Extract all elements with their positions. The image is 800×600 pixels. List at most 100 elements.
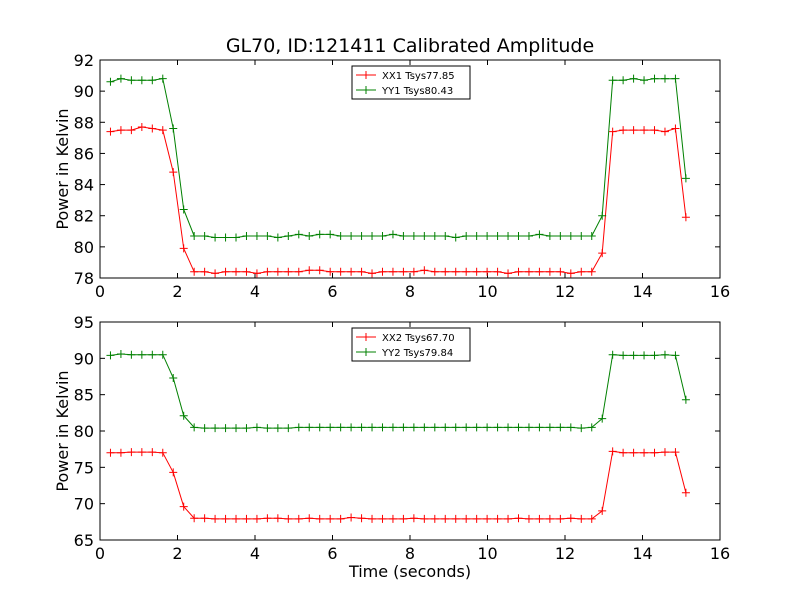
panel1-y-tick-label: 78 bbox=[74, 269, 94, 288]
panel2-series-2-point bbox=[472, 423, 481, 432]
panel1-y-tick-label: 84 bbox=[74, 176, 94, 195]
panel2-series-1-point bbox=[660, 448, 669, 457]
panel1-series-2-point bbox=[535, 230, 544, 239]
panel1-series-1-point bbox=[336, 267, 345, 276]
panel1-series-1-point bbox=[409, 267, 418, 276]
panel1-legend-box bbox=[351, 65, 471, 100]
panel2-series-2-point bbox=[357, 423, 366, 432]
panel2-series-1-point bbox=[294, 514, 303, 523]
panel1-series-1-point bbox=[169, 168, 178, 177]
panel2-series-1-point bbox=[556, 514, 565, 523]
panel1-series-2-point bbox=[148, 76, 157, 85]
panel1-series-2-point bbox=[137, 76, 146, 85]
panel1-series-2-point bbox=[671, 74, 680, 83]
panel1-series-2-point bbox=[629, 74, 638, 83]
panel2-series-1-point bbox=[158, 448, 167, 457]
panel1-x-tick-label: 10 bbox=[477, 282, 497, 301]
panel2-series-1-point bbox=[326, 514, 335, 523]
panel1-series-1-point bbox=[472, 267, 481, 276]
panel2-series-2-point bbox=[566, 423, 575, 432]
panel2-y-tick-label: 85 bbox=[74, 386, 94, 405]
panel1-series-2-point bbox=[169, 124, 178, 133]
panel1-series-1-point bbox=[650, 126, 659, 135]
panel1-x-tick-label: 14 bbox=[632, 282, 652, 301]
panel2-series-1-point bbox=[211, 514, 220, 523]
panel1-series-1-point bbox=[608, 127, 617, 136]
panel2-series-1-point bbox=[347, 513, 356, 522]
panel1-series-2-point bbox=[221, 233, 230, 242]
panel2-series-1-point bbox=[577, 514, 586, 523]
panel1-series-2-point bbox=[545, 231, 554, 240]
panel1-series-2-point bbox=[483, 231, 492, 240]
panel1-series-1-point bbox=[378, 267, 387, 276]
panel2-series-2-point bbox=[221, 424, 230, 433]
panel1-series-2-point bbox=[451, 233, 460, 242]
panel1-series-2-point bbox=[242, 231, 251, 240]
panel2-series-2-point bbox=[608, 350, 617, 359]
panel1-series-2-point bbox=[462, 231, 471, 240]
panel2-series-1-point bbox=[242, 514, 251, 523]
panel1-series-2-point bbox=[650, 74, 659, 83]
panel2-series-2-point bbox=[378, 423, 387, 432]
panel1-series-1-point bbox=[671, 124, 680, 133]
panel1-series-1-point bbox=[629, 126, 638, 135]
panel1-series-2-point bbox=[252, 231, 261, 240]
panel2-series-2-point bbox=[504, 423, 513, 432]
panel2-series-1-point bbox=[535, 514, 544, 523]
panel2-x-tick-label: 12 bbox=[555, 544, 575, 563]
panel2-x-tick-label: 6 bbox=[327, 544, 337, 563]
panel1-series-2-point bbox=[608, 76, 617, 85]
panel2-series-1-point bbox=[200, 514, 209, 523]
panel2-legend-box bbox=[351, 327, 471, 362]
panel2-legend-marker-2 bbox=[362, 348, 370, 356]
panel2-series-1-point bbox=[137, 448, 146, 457]
panel2-series-1-point bbox=[273, 514, 282, 523]
panel1-series-2-point bbox=[294, 230, 303, 239]
panel1-series-2-point bbox=[388, 230, 397, 239]
panel2-series-1-point bbox=[378, 514, 387, 523]
panel1-series-2-point bbox=[566, 231, 575, 240]
panel1-x-tick-label: 6 bbox=[327, 282, 337, 301]
panel2-series-1-point bbox=[650, 448, 659, 457]
panel2-series-2-point bbox=[211, 424, 220, 433]
panel1-series-1-point bbox=[556, 267, 565, 276]
panel2-series-1-point bbox=[472, 514, 481, 523]
panel1-x-tick-label: 0 bbox=[95, 282, 105, 301]
panel2-series-2-point bbox=[200, 424, 209, 433]
panel1-series-1-point bbox=[190, 267, 199, 276]
panel1-series-1-point bbox=[263, 267, 272, 276]
top-panel: 0 2 4 6 8 10 12 14 16 78 80 82 84 86 88 90 92 Power in Ke… bbox=[53, 51, 730, 301]
panel1-series-2-point bbox=[409, 231, 418, 240]
panel1-x-tick-label: 12 bbox=[555, 282, 575, 301]
panel1-x-tick-label: 8 bbox=[405, 282, 415, 301]
panel1-y-tick-label: 88 bbox=[74, 113, 94, 132]
panel1-series-1-point bbox=[462, 267, 471, 276]
panel2-series-2-point bbox=[577, 424, 586, 433]
panel1-series-1-point bbox=[294, 267, 303, 276]
panel1-series-1-point bbox=[660, 127, 669, 136]
chart-title: GL70, ID:121411 Calibrated Amplitude bbox=[226, 35, 594, 57]
panel2-series-1-point bbox=[336, 514, 345, 523]
panel2-x-tick-label: 14 bbox=[632, 544, 652, 563]
panel2-y-tick-label: 70 bbox=[74, 495, 94, 514]
panel1-series-1-point bbox=[284, 267, 293, 276]
panel2-series-2-point bbox=[420, 423, 429, 432]
panel2-series-2-point bbox=[441, 423, 450, 432]
panel2-series-2-point bbox=[336, 423, 345, 432]
panel1-series-2-point bbox=[504, 231, 513, 240]
panel1-series-2-point bbox=[556, 231, 565, 240]
panel2-series-2-point bbox=[326, 423, 335, 432]
panel1-series-1-point bbox=[587, 267, 596, 276]
panel2-series-2-point bbox=[315, 423, 324, 432]
panel1-y-tick-label: 92 bbox=[74, 51, 94, 70]
panel2-series-2-point bbox=[619, 351, 628, 360]
panel1-series-2-point bbox=[106, 77, 115, 86]
panel1-series-2-point bbox=[441, 231, 450, 240]
panel2-series-1-point bbox=[127, 448, 136, 457]
panel2-series-2-point bbox=[556, 423, 565, 432]
panel2-legend-marker-1 bbox=[362, 333, 370, 341]
panel1-series-2-point bbox=[158, 74, 167, 83]
panel2-x-tick-label: 2 bbox=[172, 544, 182, 563]
panel2-series-2-point bbox=[242, 424, 251, 433]
